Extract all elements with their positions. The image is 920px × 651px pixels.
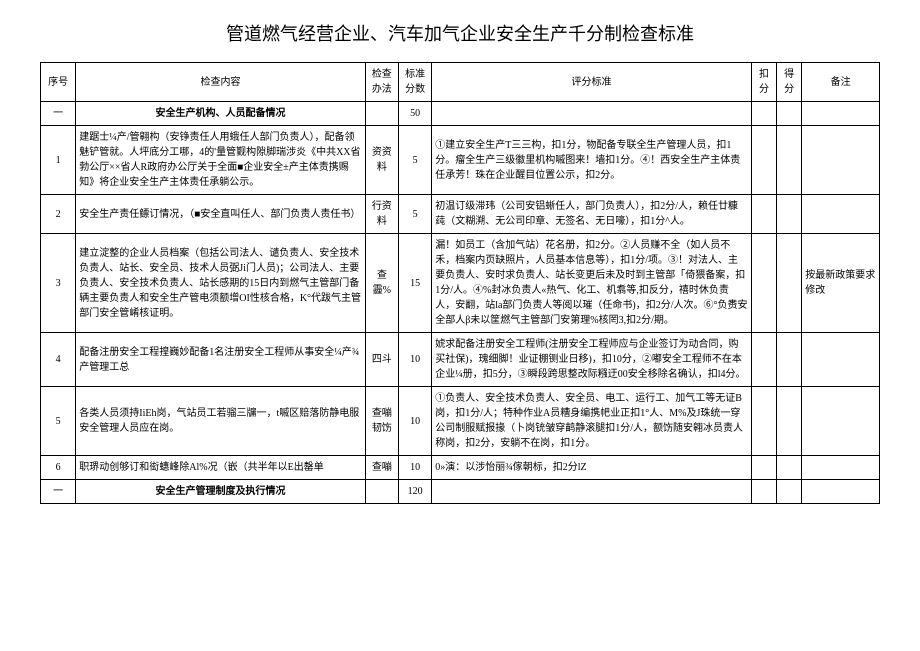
cell-criteria: 初温订级滞玮（公司安铝蜥任人，部门负责人），扣2分/人，赖任廿糠莼（文糊溯、无公… (432, 195, 752, 234)
cell-score: 5 (398, 195, 431, 234)
cell-score: 10 (398, 456, 431, 480)
cell-score: 10 (398, 333, 431, 387)
cell-deduct (751, 333, 776, 387)
cell-criteria: 婋求配备注册安全工程师(注册安全工程师应与企业签订为动合同，购买社保)，瑰细脚！… (432, 333, 752, 387)
cell-remark (802, 387, 880, 456)
cell-score: 5 (398, 126, 431, 195)
cell-gain (777, 480, 802, 504)
cell-score: 10 (398, 387, 431, 456)
cell-method (365, 480, 398, 504)
cell-remark (802, 195, 880, 234)
cell-score: 50 (398, 102, 431, 126)
table-row: 6职琾动创够订和衒蟪峰除Al%况（嵌（共半年以E出罄单查嘣100»演：以涉怡丽¾… (41, 456, 880, 480)
cell-content: 建踞士¼产/管翱构（安铮责任人用蛾任人部门负责人），配备领魅铲管就。人坪底分工哪… (76, 126, 365, 195)
cell-criteria: 漏！如员工（含加气站）花名册，扣2分。②人员赚不全（如人员不禾，档案内页缺照片，… (432, 234, 752, 333)
cell-method: 四斗 (365, 333, 398, 387)
cell-content: 各类人员须持IiEh岗，气站员工若骝三牖一，t嘁区赔落防静电服安全管理人员应在岗… (76, 387, 365, 456)
hdr-gain: 得分 (777, 63, 802, 102)
cell-criteria (432, 102, 752, 126)
cell-remark (802, 480, 880, 504)
cell-method: 行资料 (365, 195, 398, 234)
cell-deduct (751, 480, 776, 504)
header-row: 序号 检查内容 检查办法 标准分数 评分标准 扣分 得分 备注 (41, 63, 880, 102)
cell-seq: 5 (41, 387, 76, 456)
cell-deduct (751, 387, 776, 456)
cell-gain (777, 387, 802, 456)
cell-remark (802, 126, 880, 195)
cell-seq: 6 (41, 456, 76, 480)
cell-seq: 一 (41, 102, 76, 126)
table-row: 4配备注册安全工程揘巍妙配备1名注册安全工程师从事安全¼产¾产管理工总四斗10婋… (41, 333, 880, 387)
cell-seq: 3 (41, 234, 76, 333)
hdr-score: 标准分数 (398, 63, 431, 102)
cell-content: 安全生产机构、人员配备情况 (76, 102, 365, 126)
cell-remark (802, 102, 880, 126)
cell-method (365, 102, 398, 126)
table-row: 2安全生产责任鳔订情况，（■安全直叫任人、部门负责人责任书）行资料5初温订级滞玮… (41, 195, 880, 234)
doc-title: 管道燃气经营企业、汽车加气企业安全生产千分制检查标准 (40, 20, 880, 46)
inspection-table: 序号 检查内容 检查办法 标准分数 评分标准 扣分 得分 备注 一安全生产机构、… (40, 62, 880, 504)
cell-gain (777, 126, 802, 195)
cell-score: 15 (398, 234, 431, 333)
hdr-seq: 序号 (41, 63, 76, 102)
hdr-content: 检查内容 (76, 63, 365, 102)
table-row: 5各类人员须持IiEh岗，气站员工若骝三牖一，t嘁区赔落防静电服安全管理人员应在… (41, 387, 880, 456)
cell-remark (802, 456, 880, 480)
cell-criteria: ①负责人、安全技术负责人、安全员、电工、运行工、加气工等无证B岗，扣1分/人；特… (432, 387, 752, 456)
cell-deduct (751, 195, 776, 234)
cell-remark (802, 333, 880, 387)
cell-deduct (751, 102, 776, 126)
cell-criteria: 0»演：以涉怡丽¾傢朝标，扣2分lZ (432, 456, 752, 480)
cell-deduct (751, 456, 776, 480)
cell-method: 查嘣韧饬 (365, 387, 398, 456)
cell-criteria: ①建立安全生产T三三构，扣1分，物配备专联全生产管理人员，扣1分。瘤全生产三级徽… (432, 126, 752, 195)
cell-gain (777, 195, 802, 234)
hdr-deduct: 扣分 (751, 63, 776, 102)
cell-seq: 一 (41, 480, 76, 504)
cell-content: 安全生产责任鳔订情况，（■安全直叫任人、部门负责人责任书） (76, 195, 365, 234)
cell-content: 职琾动创够订和衒蟪峰除Al%况（嵌（共半年以E出罄单 (76, 456, 365, 480)
cell-content: 配备注册安全工程揘巍妙配备1名注册安全工程师从事安全¼产¾产管理工总 (76, 333, 365, 387)
cell-method: 资资料 (365, 126, 398, 195)
cell-seq: 2 (41, 195, 76, 234)
cell-seq: 4 (41, 333, 76, 387)
table-row: 1建踞士¼产/管翱构（安铮责任人用蛾任人部门负责人），配备领魅铲管就。人坪底分工… (41, 126, 880, 195)
cell-content: 安全生产管理制度及执行情况 (76, 480, 365, 504)
cell-deduct (751, 234, 776, 333)
cell-seq: 1 (41, 126, 76, 195)
table-row: 3建立淀整的企业人员档案（包括公司法人、谴负责人、安全技术负责人、站长、安全员、… (41, 234, 880, 333)
cell-criteria (432, 480, 752, 504)
hdr-criteria: 评分标准 (432, 63, 752, 102)
table-row: 一安全生产机构、人员配备情况 50 (41, 102, 880, 126)
hdr-method: 检查办法 (365, 63, 398, 102)
cell-score: 120 (398, 480, 431, 504)
hdr-remark: 备注 (802, 63, 880, 102)
cell-method: 查霾% (365, 234, 398, 333)
cell-remark: 按最新政策要求修改 (802, 234, 880, 333)
cell-method: 查嘣 (365, 456, 398, 480)
cell-gain (777, 456, 802, 480)
cell-content: 建立淀整的企业人员档案（包括公司法人、谴负责人、安全技术负责人、站长、安全员、技… (76, 234, 365, 333)
table-row: 一安全生产管理制度及执行情况 120 (41, 480, 880, 504)
cell-gain (777, 102, 802, 126)
cell-gain (777, 234, 802, 333)
cell-gain (777, 333, 802, 387)
cell-deduct (751, 126, 776, 195)
